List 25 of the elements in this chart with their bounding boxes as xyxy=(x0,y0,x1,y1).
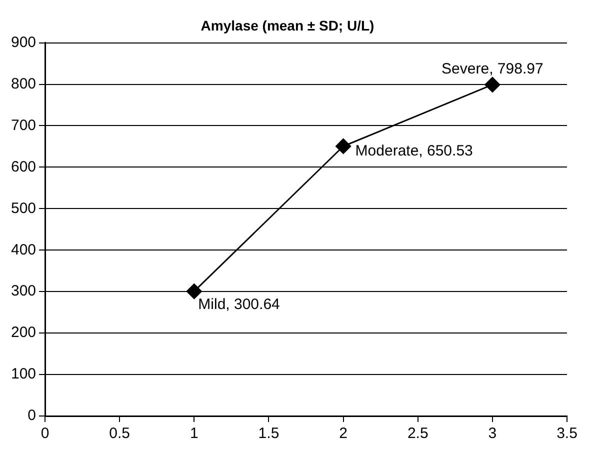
x-tick-label: 2.5 xyxy=(407,425,428,442)
point xyxy=(186,284,202,300)
y-tick-label: 600 xyxy=(10,158,36,176)
y-tick-label: 900 xyxy=(10,34,36,51)
y-tick-label: 300 xyxy=(10,282,36,300)
annotation: Severe, 798.97 xyxy=(442,60,544,78)
x-tick-label: 1.5 xyxy=(258,425,280,442)
annotation: Moderate, 650.53 xyxy=(355,142,473,160)
point xyxy=(484,76,500,92)
y-tick-label: 0 xyxy=(28,407,36,424)
chart-title: Amylase (mean ± SD; U/L) xyxy=(200,17,374,34)
y-tick-label: 700 xyxy=(10,116,36,134)
y-tick-label: 100 xyxy=(10,366,36,383)
y-tick-label: 200 xyxy=(10,324,36,342)
y-tick-label: 400 xyxy=(10,241,36,258)
x-tick-label: 3 xyxy=(488,425,497,442)
y-tick-label: 800 xyxy=(10,75,36,92)
x-tick-label: 2 xyxy=(339,425,348,442)
x-tick-label: 3.5 xyxy=(556,425,578,442)
annotation: Mild, 300.64 xyxy=(198,296,280,313)
x-tick-label: 1 xyxy=(190,425,198,442)
y-tick-label: 500 xyxy=(10,200,36,217)
x-tick-label: 0 xyxy=(40,425,50,442)
point xyxy=(336,138,352,154)
x-tick-label: 0.5 xyxy=(109,425,130,442)
